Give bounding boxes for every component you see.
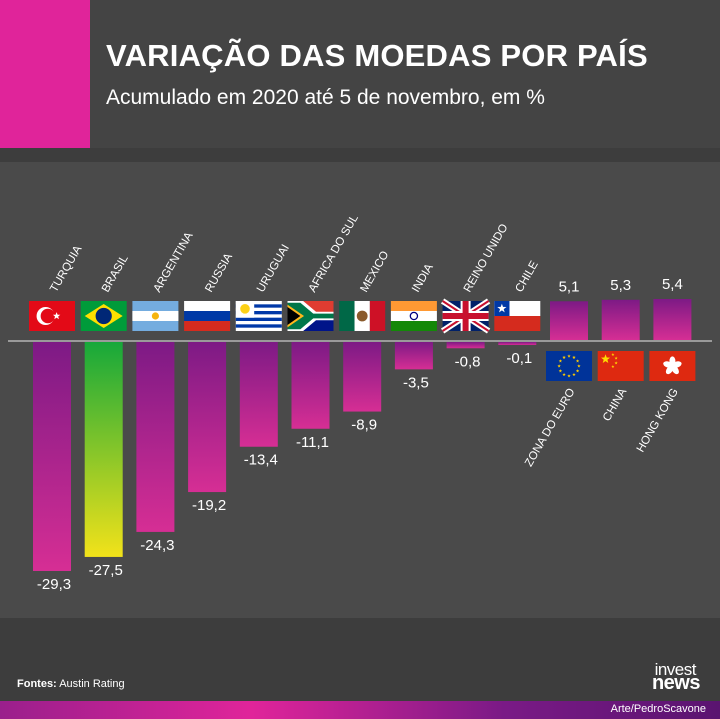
country-label-india: INDIA [410,262,436,295]
logo-line-2: news [651,672,701,694]
bar-hong-kong [653,299,692,340]
country-label-brasil: BRASIL [100,253,131,295]
hong-kong-flag [649,351,696,381]
value-label-india: -3,5 [403,374,429,391]
south-africa-flag [287,301,334,331]
country-label-africa-do-sul: AFRICA DO SUL [307,212,361,294]
country-label-zona-do-euro: ZONA DO EURO [523,386,578,468]
value-label-uruguai: -13,4 [244,452,278,469]
bar-zona-do-euro [550,301,588,340]
mexico-flag [339,301,386,331]
eu-flag [546,351,592,381]
argentina-flag [132,301,179,331]
uk-flag [440,298,491,334]
bar-argentina [136,342,175,532]
bottom-gradient-bar [0,701,720,719]
value-label-chile: -0,1 [506,350,532,367]
brazil-flag [80,301,127,331]
country-label-mexico: MEXICO [358,249,391,294]
value-label-reino-unido: -0,8 [455,353,481,370]
value-label-brasil: -27,5 [89,562,123,579]
header [0,0,720,148]
source-value: Austin Rating [59,678,125,690]
country-label-hong-kong: HONG KONG [635,386,681,454]
page-title: VARIAÇÃO DAS MOEDAS POR PAÍS [106,38,648,73]
country-label-chile: CHILE [514,259,541,295]
chile-flag [494,301,541,331]
turkey-flag [29,301,75,331]
bar-uruguai [239,342,278,447]
country-label-reino-unido: REINO UNIDO [462,222,511,294]
uruguay-flag [235,301,282,331]
bar-china [601,299,640,340]
value-label-argentina: -24,3 [140,537,174,554]
source-note: Fontes: Austin Rating [17,678,125,690]
bar-india [394,342,433,370]
header-accent-bar [0,0,90,148]
bar-turquia [33,342,71,571]
bar-brasil [84,342,123,557]
value-label-mexico: -8,9 [351,417,377,434]
country-label-uruguai: URUGUAI [255,243,292,295]
country-label-argentina: ARGENTINA [152,230,196,294]
value-label-china: 5,3 [610,277,631,294]
value-label-hong-kong: 5,4 [662,276,683,293]
value-label-africa-do-sul: -11,1 [296,434,329,451]
country-label-russia: RUSSIA [203,251,235,294]
value-label-zona-do-euro: 5,1 [559,278,580,295]
bar-russia [188,342,227,493]
credit-text: Arte/PedroScavone [610,703,706,715]
country-label-turquia: TURQUIA [48,243,84,294]
bar-chile [498,342,537,345]
investnews-logo: invest news [634,660,714,694]
bar-reino-unido [446,342,485,349]
china-flag [597,351,644,381]
logo-line-1: invest [654,660,697,679]
value-label-russia: -19,2 [192,497,226,514]
value-label-turquia: -29,3 [37,576,71,593]
country-label-china: CHINA [601,386,629,423]
russia-flag [184,301,231,331]
source-label: Fontes: [17,678,57,690]
bar-mexico [343,342,382,412]
india-flag [390,301,437,331]
page-subtitle: Acumulado em 2020 até 5 de novembro, em … [106,86,545,109]
bar-africa-do-sul [291,342,330,429]
